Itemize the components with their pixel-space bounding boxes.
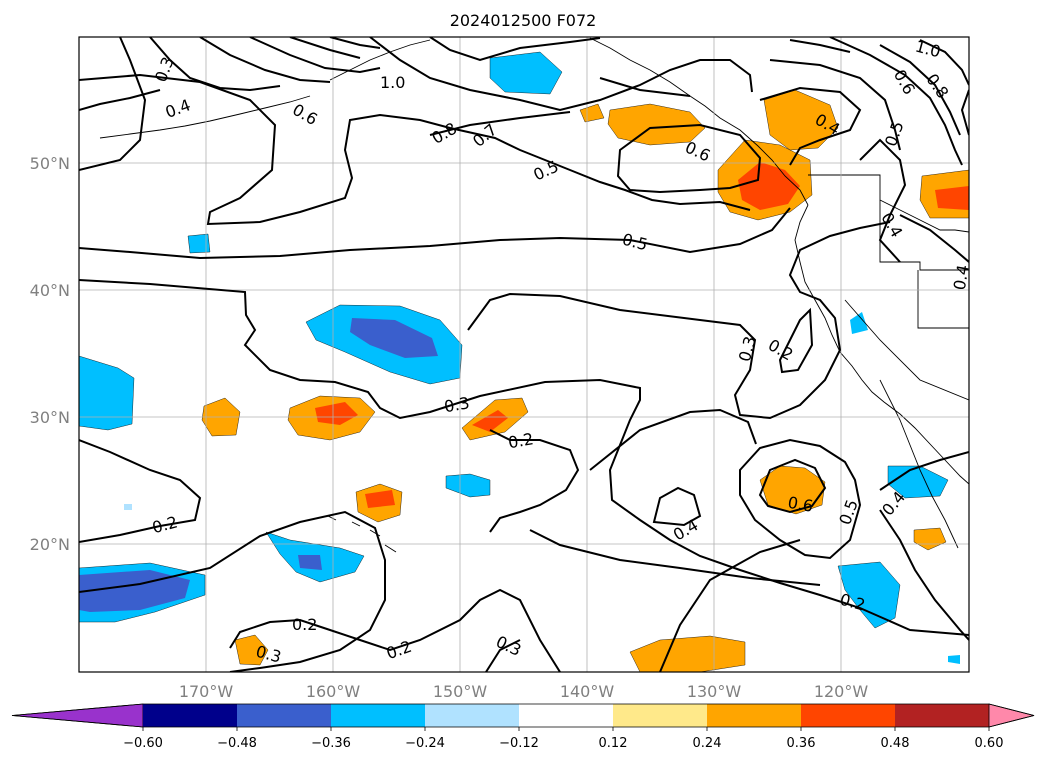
colorbar-tick-label: −0.36 (311, 736, 351, 751)
colorbar-segment (143, 704, 238, 727)
colorbar-extend-high (988, 703, 1035, 728)
lon-tick-label: 120°W (814, 682, 869, 701)
line-contours (79, 37, 969, 672)
contour-label: 0.3 (443, 393, 471, 416)
lon-tick-label: 160°W (306, 682, 361, 701)
graticule (79, 37, 969, 672)
lon-tick-label: 150°W (433, 682, 488, 701)
coastlines (99, 37, 969, 553)
colorbar-tick-label: 0.12 (599, 736, 628, 751)
map-title: 2024012500 F072 (450, 11, 597, 30)
longitude-ticks: 170°W 160°W 150°W 140°W 130°W 120°W (179, 682, 869, 701)
colorbar-tick-label: 0.60 (975, 736, 1004, 751)
contour-label: 0.2 (292, 615, 317, 634)
contour-label: 0.2 (507, 429, 535, 452)
colorbar-segment (895, 704, 990, 727)
colorbar-segment (331, 704, 426, 727)
colorbar-tick-label: −0.24 (405, 736, 445, 751)
lat-tick-label: 40°N (30, 281, 70, 300)
colorbar-segment (425, 704, 520, 727)
map-plot: 0.3 0.4 0.6 1.0 0.8 0.7 0.5 0.5 0.6 0.4 … (79, 37, 973, 672)
lon-tick-label: 140°W (560, 682, 615, 701)
lat-tick-label: 50°N (30, 154, 70, 173)
colorbar-segment (613, 704, 708, 727)
colorbar-segment (237, 704, 332, 727)
colorbar-labels: −0.60 −0.48 −0.36 −0.24 −0.12 0.12 0.24 0.36 0.4… (123, 727, 1003, 751)
colorbar-segment (519, 704, 614, 727)
positive-anomaly-fills (201, 89, 969, 672)
contour-label: 1.0 (380, 73, 405, 92)
colorbar (11, 703, 1035, 728)
colorbar-tick-label: −0.12 (499, 736, 539, 751)
colorbar-tick-label: −0.48 (217, 736, 257, 751)
colorbar-segment (801, 704, 896, 727)
lat-tick-label: 20°N (30, 535, 70, 554)
contour-label: 0.6 (786, 493, 814, 516)
lat-tick-label: 30°N (30, 408, 70, 427)
colorbar-tick-label: 0.24 (693, 736, 722, 751)
colorbar-tick-label: −0.60 (123, 736, 163, 751)
negative-anomaly-fills (79, 51, 960, 664)
latitude-ticks: 50°N 40°N 30°N 20°N (30, 154, 70, 554)
lon-tick-label: 130°W (687, 682, 742, 701)
contour-label: 0.4 (950, 263, 973, 291)
colorbar-tick-label: 0.36 (787, 736, 816, 751)
lon-tick-label: 170°W (179, 682, 234, 701)
colorbar-tick-label: 0.48 (881, 736, 910, 751)
plot-frame (78, 36, 970, 673)
colorbar-segment (707, 704, 802, 727)
colorbar-extend-low (11, 703, 144, 728)
